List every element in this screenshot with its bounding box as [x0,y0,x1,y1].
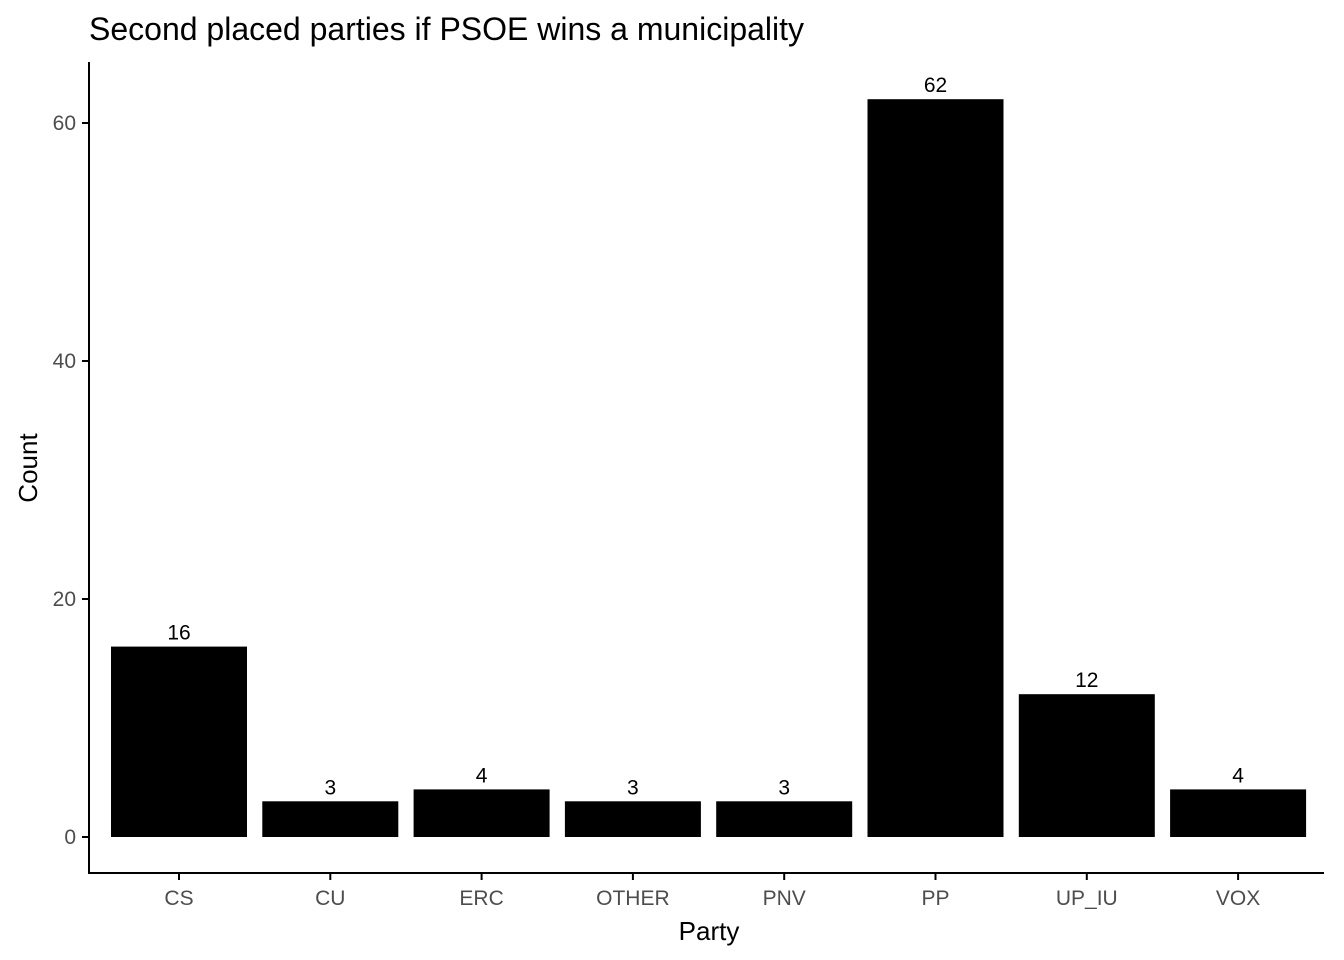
x-tick-label: CS [164,887,193,910]
bar-erc [413,789,550,837]
bar-other [564,801,701,837]
bar-cu [262,801,399,837]
bar-pp [867,99,1004,837]
y-tick-label: 40 [53,350,76,373]
y-tick-label: 60 [53,112,76,135]
y-tick-label: 20 [53,588,76,611]
y-axis-ticks: 0 20 40 60 [53,112,89,849]
x-axis-title: Party [679,916,740,946]
y-tick-label: 0 [64,826,76,849]
data-label: 3 [324,776,336,799]
x-tick-label: VOX [1216,887,1260,910]
x-tick-label: PP [921,887,949,910]
data-label: 16 [167,622,190,645]
x-tick-label: ERC [459,887,503,910]
bar-up_iu [1018,694,1155,837]
data-label: 12 [1075,669,1098,692]
x-tick-label: UP_IU [1056,887,1118,910]
bars-layer [111,99,1307,837]
x-tick-label: PNV [763,887,806,910]
bar-cs [111,646,247,837]
data-label: 3 [778,776,790,799]
data-label: 4 [476,764,488,787]
x-tick-label: CU [315,887,345,910]
chart-title: Second placed parties if PSOE wins a mun… [89,11,804,47]
data-label: 3 [627,776,639,799]
bar-pnv [716,801,853,837]
data-label: 62 [924,74,947,97]
y-axis-title: Count [13,433,43,503]
x-axis-ticks: CS CU ERC OTHER PNV PP UP_IU VOX [164,873,1260,910]
x-tick-label: OTHER [596,887,670,910]
data-label: 4 [1232,764,1244,787]
bar-vox [1170,789,1307,837]
